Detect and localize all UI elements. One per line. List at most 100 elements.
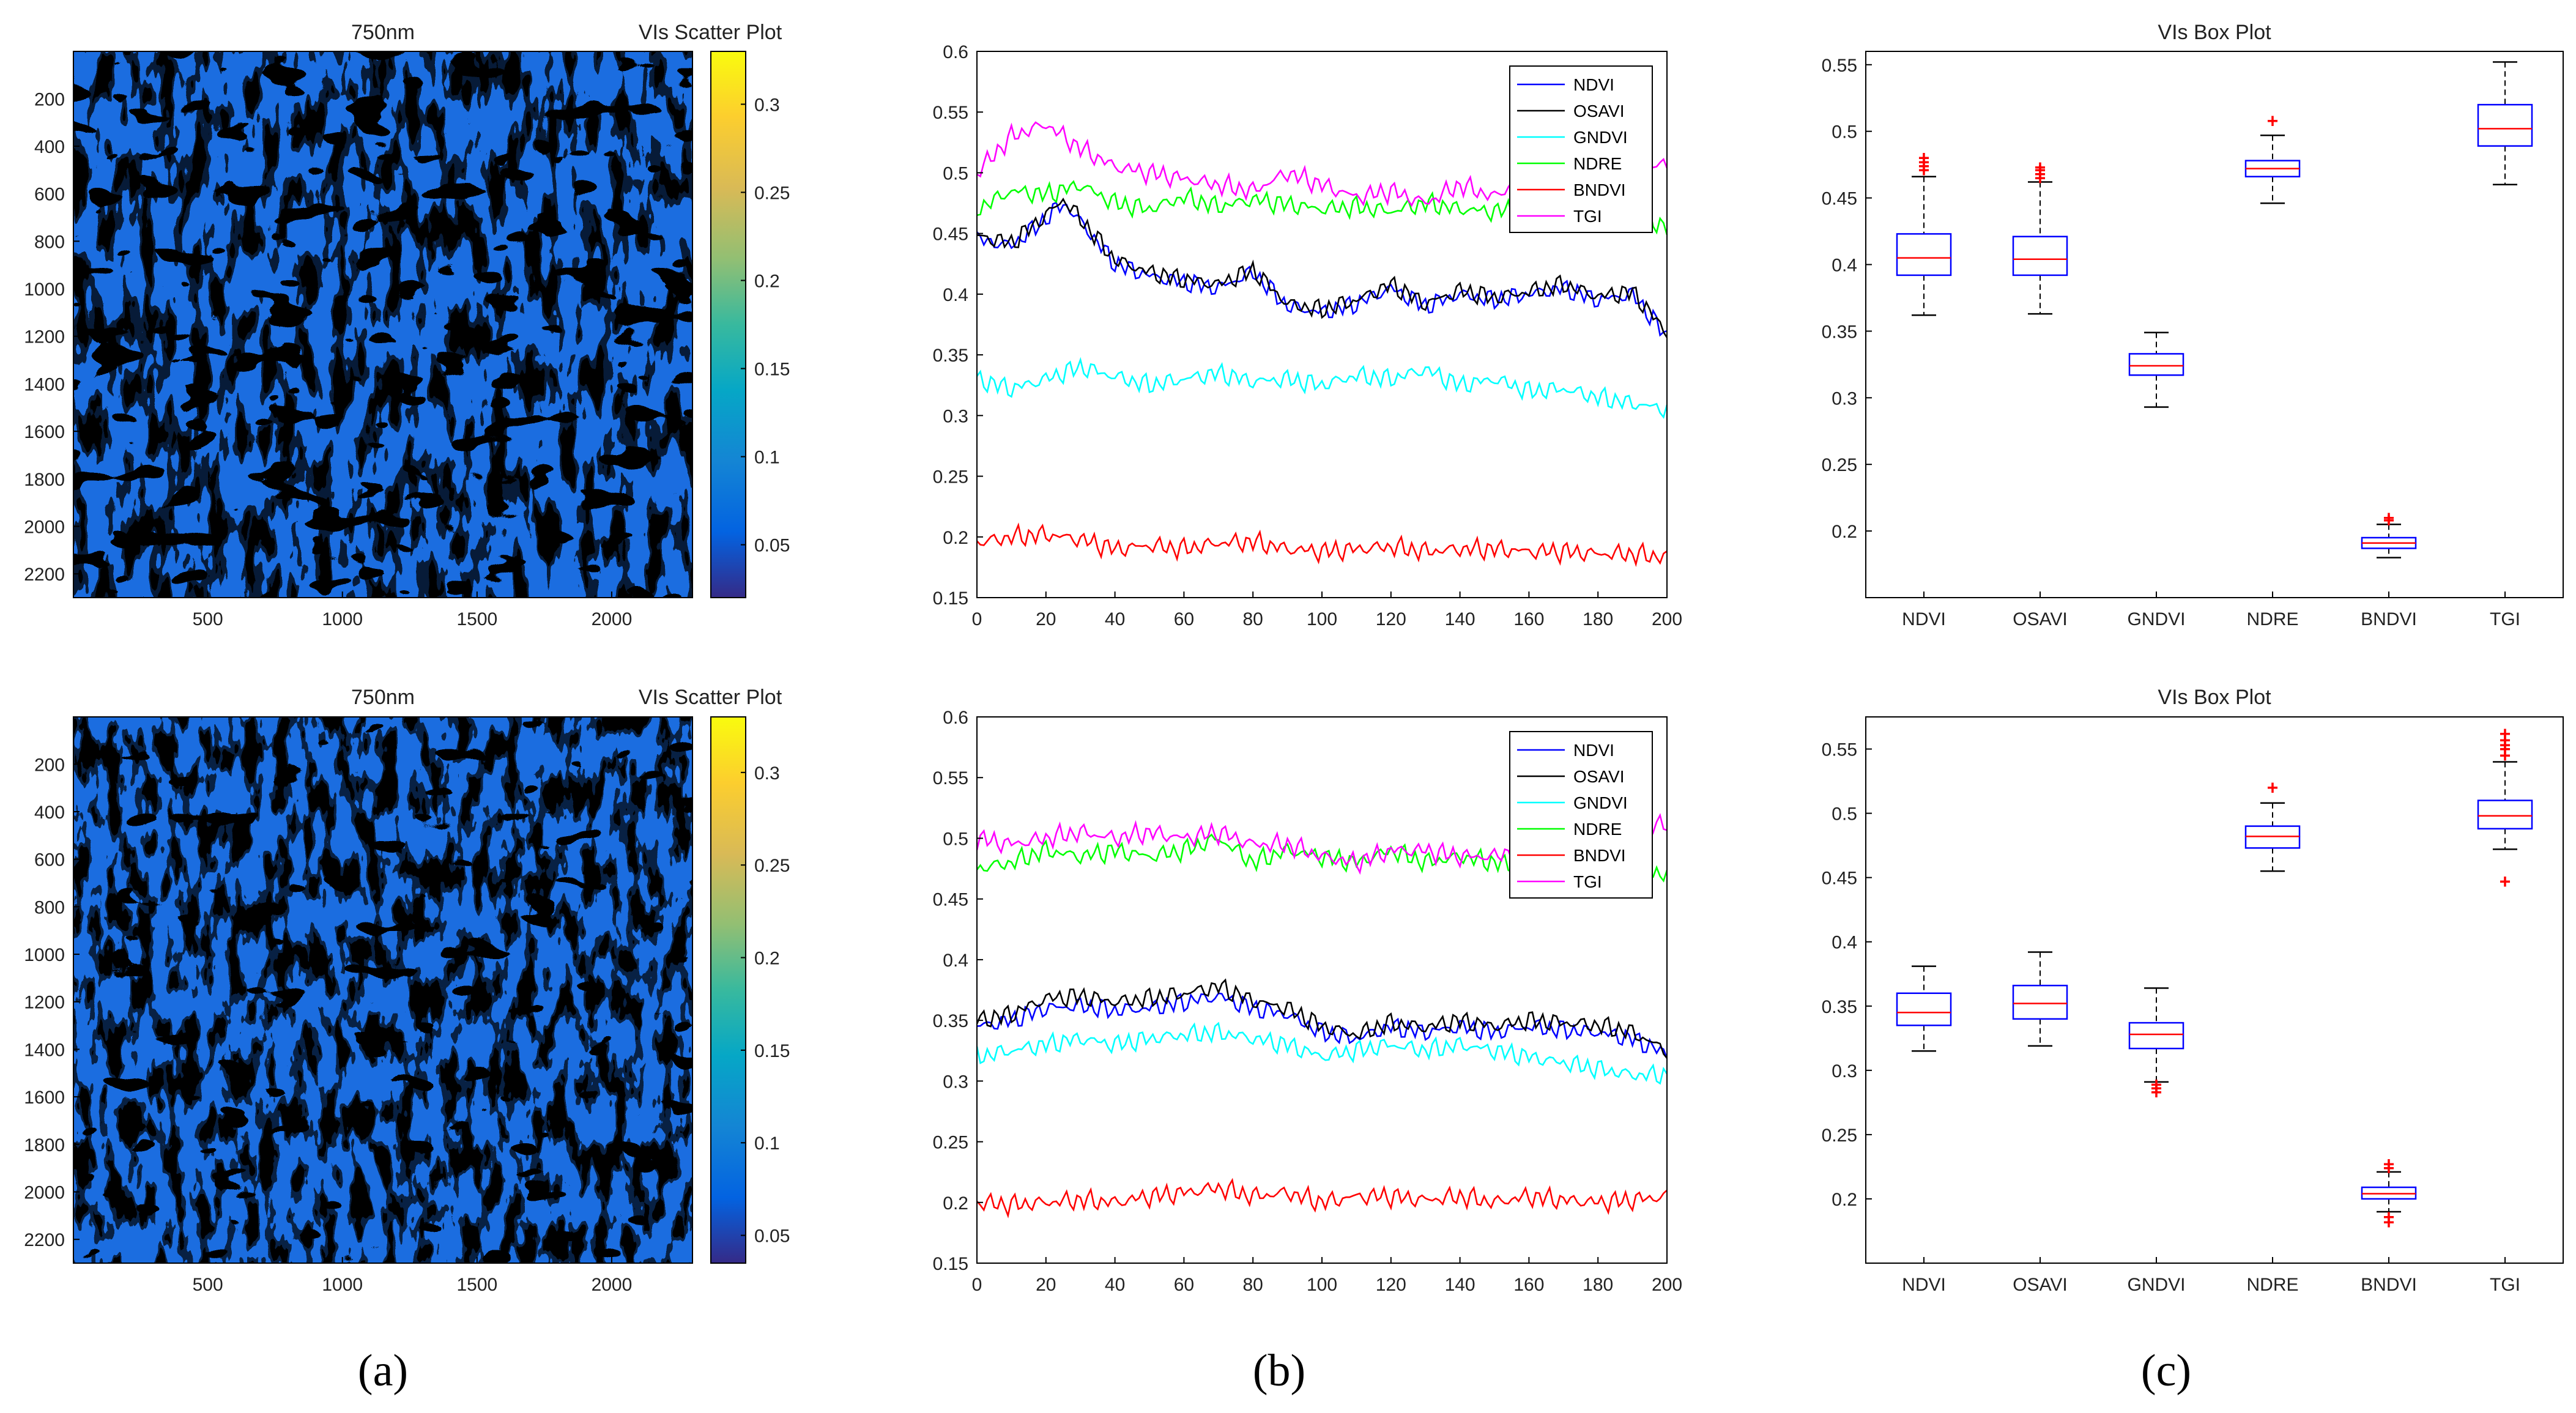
- legend-label-gndvi: GNDVI: [1573, 793, 1628, 812]
- y-tick-label: 0.6: [943, 42, 968, 62]
- x-tick-label: 2000: [592, 609, 633, 629]
- series-line-bndvi: [976, 1178, 1668, 1218]
- box-ndvi: [1896, 992, 1952, 1026]
- x-tick-label: GNDVI: [2127, 609, 2185, 629]
- colorbar-tick-label: 0.15: [754, 360, 790, 380]
- box-plot-bottom: VIs Box Plot 0.2 0.25 0.3 0.35 0.4 0.45 0.5 0.5…: [1822, 686, 2564, 1295]
- y-tick-label: 0.25: [1822, 455, 1857, 475]
- y-tick-label: 0.35: [1822, 997, 1857, 1017]
- series-line-bndvi: [976, 522, 1668, 567]
- heatmap-x-ticks-top: 500 1000 1500 2000: [193, 592, 633, 629]
- y-tick-label: 400: [34, 803, 65, 823]
- series-line-gndvi: [976, 357, 1668, 419]
- x-tick-label: 1500: [456, 609, 497, 629]
- colorbar-tick-label: 0.3: [754, 763, 780, 784]
- x-tick-label: 160: [1513, 609, 1544, 629]
- y-tick-label: 0.2: [1832, 1190, 1857, 1210]
- outlier-marker: +: [2500, 734, 2511, 756]
- colorbar-top: [710, 51, 746, 598]
- outlier-marker: +: [2035, 156, 2046, 178]
- heatmap-y-ticks-bottom: 200 400 600 800 1000 1200 1400 1600 1800 2000 2200: [24, 755, 80, 1250]
- x-tick-label: 100: [1307, 609, 1337, 629]
- outlier-marker: +: [2383, 510, 2395, 532]
- box-plot-top: VIs Box Plot 0.2 0.25 0.3 0.35 0.4 0.45 0.5 0.5…: [1822, 21, 2564, 629]
- y-tick-label: 0.35: [1822, 322, 1857, 342]
- y-tick-label: 600: [34, 185, 65, 205]
- y-tick-label: 0.2: [943, 1193, 968, 1214]
- heatmap-title-top: 750nm: [351, 21, 415, 44]
- legend-label-osavi: OSAVI: [1573, 102, 1625, 121]
- y-tick-label: 0.5: [1832, 804, 1857, 825]
- legend-label-ndvi: NDVI: [1573, 75, 1614, 94]
- y-tick-label: 0.6: [943, 708, 968, 728]
- y-tick-label: 0.45: [1822, 869, 1857, 889]
- outlier-marker: +: [2500, 870, 2511, 892]
- x-tick-label: 60: [1174, 1275, 1194, 1295]
- legend-label-tgi: TGI: [1573, 207, 1602, 226]
- legend-label-bndvi: BNDVI: [1573, 846, 1626, 865]
- y-tick-label: 1000: [24, 945, 65, 965]
- outlier-marker: +: [2267, 777, 2279, 799]
- y-tick-label: 0.25: [933, 467, 968, 488]
- y-tick-label: 0.35: [933, 346, 968, 366]
- x-tick-label: NDRE: [2246, 609, 2298, 629]
- series-line-osavi: [976, 978, 1668, 1059]
- colorbar-tick-label: 0.2: [754, 271, 780, 291]
- outlier-marker: +: [2500, 744, 2511, 766]
- x-tick-label: 1500: [456, 1275, 497, 1295]
- x-tick-label: 200: [1652, 609, 1682, 629]
- y-tick-label: 0.55: [933, 768, 968, 788]
- y-tick-label: 1400: [24, 1040, 65, 1060]
- x-tick-label: 40: [1105, 609, 1125, 629]
- y-tick-label: 1800: [24, 470, 65, 490]
- colorbar-tick-label: 0.1: [754, 448, 780, 468]
- y-tick-label: 0.55: [933, 103, 968, 123]
- colorbar-tick-label: 0.3: [754, 95, 780, 115]
- legend-label-ndvi: NDVI: [1573, 741, 1614, 760]
- outlier-marker: +: [1918, 147, 1930, 169]
- outlier-marker: +: [2035, 163, 2046, 185]
- colorbar-tick-label: 0.25: [754, 856, 790, 876]
- outlier-marker: +: [1918, 155, 1930, 177]
- x-tick-label: BNDVI: [2361, 1275, 2417, 1295]
- heatmap-y-ticks-top: 200 400 600 800 1000 1200 1400 1600 1800 2000 2200: [24, 89, 80, 585]
- y-tick-label: 0.3: [1832, 1061, 1857, 1081]
- x-tick-label: 160: [1513, 1275, 1544, 1295]
- x-tick-label: 500: [193, 1275, 223, 1295]
- x-tick-label: 20: [1036, 1275, 1056, 1295]
- legend-label-osavi: OSAVI: [1573, 767, 1625, 786]
- y-tick-label: 0.55: [1822, 740, 1857, 760]
- x-tick-label: GNDVI: [2127, 1275, 2185, 1295]
- y-tick-label: 0.3: [943, 1072, 968, 1092]
- outlier-marker: +: [2500, 729, 2511, 751]
- outlier-marker: +: [2151, 1081, 2162, 1103]
- y-tick-label: 0.35: [933, 1011, 968, 1031]
- heatmap-title-bottom: 750nm: [351, 686, 415, 709]
- y-tick-label: 0.5: [943, 829, 968, 849]
- outlier-marker: +: [2035, 167, 2046, 189]
- y-tick-label: 0.4: [943, 285, 968, 305]
- line-chart-top: VIs Scatter Plot 0 20 40 60 80 100 120 140 160 18…: [639, 21, 1682, 629]
- y-tick-label: 2000: [24, 1182, 65, 1203]
- y-tick-label: 800: [34, 232, 65, 252]
- series-line-osavi: [976, 197, 1668, 338]
- x-tick-label: 80: [1243, 1275, 1263, 1295]
- outlier-marker: +: [2151, 1074, 2162, 1096]
- y-tick-label: 0.4: [943, 951, 968, 971]
- outlier-marker: +: [2151, 1077, 2162, 1099]
- outlier-marker: +: [2035, 159, 2046, 181]
- y-tick-label: 2200: [24, 1230, 65, 1250]
- box-osavi: [2012, 236, 2068, 276]
- heatmap-frame-top: [73, 51, 693, 598]
- x-tick-label: 60: [1174, 609, 1194, 629]
- heatmap-texture-top-2: [73, 51, 692, 598]
- y-tick-label: 800: [34, 897, 65, 918]
- y-tick-label: 0.45: [1822, 189, 1857, 209]
- legend-label-bndvi: BNDVI: [1573, 180, 1626, 199]
- colorbar-tick-label: 0.15: [754, 1041, 790, 1061]
- y-tick-label: 0.25: [1822, 1126, 1857, 1146]
- x-tick-label: 200: [1652, 1275, 1682, 1295]
- legend-label-ndre: NDRE: [1573, 154, 1622, 173]
- y-tick-label: 0.2: [1832, 522, 1857, 542]
- box-gndvi: [2128, 1022, 2184, 1050]
